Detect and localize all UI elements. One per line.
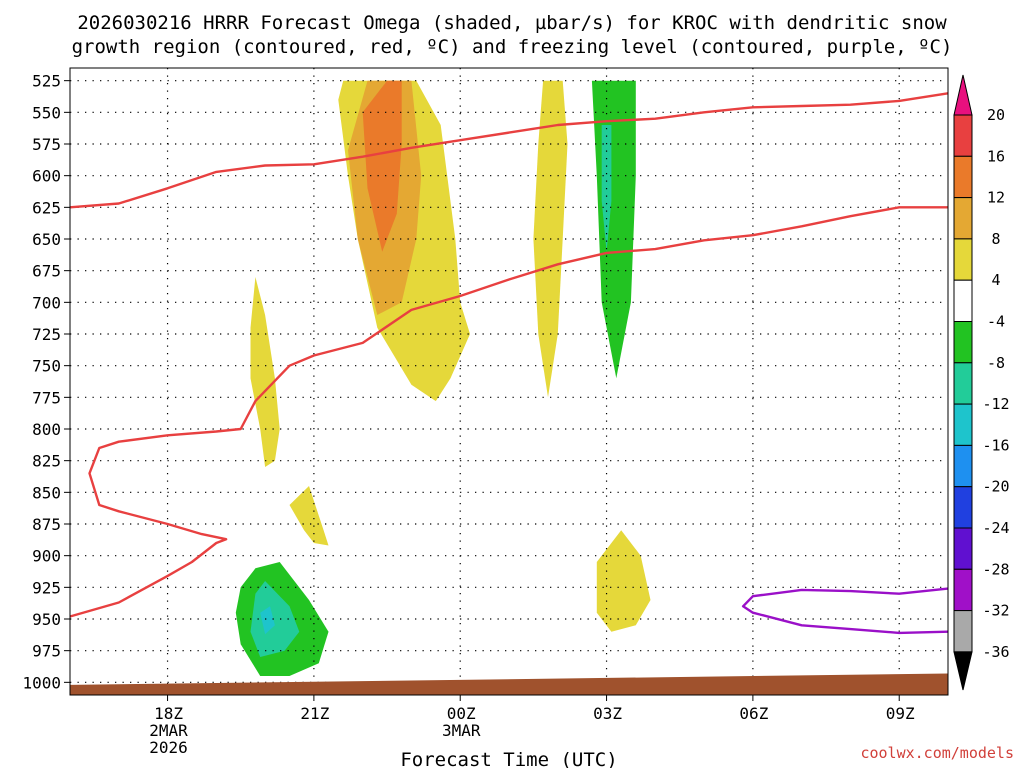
y-tick-label-975: 975: [32, 642, 61, 661]
x-tick-label-3MAR: 3MAR: [442, 721, 481, 740]
colorbar-bin-1: [953, 114, 973, 157]
y-tick-label-875: 875: [32, 515, 61, 534]
freezing-level-contour-0: [741, 587, 949, 635]
y-tick-label-850: 850: [32, 483, 61, 502]
y-tick-label-825: 825: [32, 452, 61, 471]
y-tick-label-575: 575: [32, 135, 61, 154]
x-tick-label-18Z: 18Z: [154, 704, 183, 723]
x-tick-label-21Z: 21Z: [300, 704, 329, 723]
colorbar-label-12: 12: [987, 189, 1005, 207]
colorbar-bin-6: [953, 321, 973, 364]
colorbar-bin-13: [953, 610, 973, 653]
dgz-contour-1: [69, 206, 948, 618]
dgz-contour-0: [69, 92, 949, 209]
y-tick-label-750: 750: [32, 357, 61, 376]
y-tick-label-650: 650: [32, 230, 61, 249]
colorbar-bin-3: [953, 197, 973, 240]
y-tick-label-675: 675: [32, 262, 61, 281]
y-tick-label-1000: 1000: [22, 673, 61, 692]
colorbar-bin-10: [953, 486, 973, 529]
colorbar-label--36: -36: [982, 643, 1009, 661]
colorbar-bin-11: [953, 527, 973, 570]
colorbar-label-16: 16: [987, 147, 1005, 165]
omega-region-11: [260, 606, 275, 635]
colorbar-label--24: -24: [982, 519, 1009, 537]
x-tick-label-03Z: 03Z: [593, 704, 622, 723]
credit-text: coolwx.com/models: [860, 744, 1014, 762]
y-tick-label-600: 600: [32, 167, 61, 186]
colorbar-bin-9: [953, 444, 973, 488]
terrain: [70, 673, 948, 695]
x-tick-label-00Z: 00Z: [447, 704, 476, 723]
y-tick-label-775: 775: [32, 388, 61, 407]
terrain-fill: [70, 673, 948, 695]
x-axis-label: Forecast Time (UTC): [400, 749, 617, 768]
colorbar-label--8: -8: [987, 354, 1005, 372]
colorbar-label--4: -4: [987, 313, 1005, 331]
y-tick-label-625: 625: [32, 198, 61, 217]
omega-region-5: [289, 486, 329, 546]
chart-title-line1: 2026030216 HRRR Forecast Omega (shaded, …: [77, 12, 947, 34]
x-tick-label-2026: 2026: [149, 738, 188, 757]
colorbar-label--28: -28: [982, 560, 1009, 578]
x-tick-label-06Z: 06Z: [739, 704, 768, 723]
x-tick-label-2MAR: 2MAR: [149, 721, 188, 740]
colorbar-label--12: -12: [982, 395, 1009, 413]
y-tick-label-725: 725: [32, 325, 61, 344]
colorbar-label-8: 8: [991, 230, 1000, 248]
colorbar-label--20: -20: [982, 478, 1009, 496]
y-tick-label-900: 900: [32, 547, 61, 566]
omega-region-2: [362, 80, 402, 252]
plot-area: [70, 68, 948, 695]
colorbar-label-4: 4: [991, 271, 1000, 289]
omega-shading: [235, 80, 651, 676]
colorbar-label--32: -32: [982, 602, 1009, 620]
y-tick-label-700: 700: [32, 293, 61, 312]
plot-frame: [69, 67, 949, 696]
colorbar-bin-2: [953, 155, 973, 199]
y-tick-label-950: 950: [32, 610, 61, 629]
colorbar-bin-12: [953, 568, 973, 612]
colorbar-label-20: 20: [987, 106, 1005, 124]
contours: [69, 92, 949, 635]
y-tick-label-800: 800: [32, 420, 61, 439]
y-tick-label-925: 925: [32, 578, 61, 597]
omega-region-10: [250, 581, 300, 657]
omega-region-4: [250, 277, 280, 467]
y-tick-label-550: 550: [32, 103, 61, 122]
y-axis-ticks: 525 550 575 600 625 650 675 700 725 750 775 800 825 8…: [22, 72, 70, 692]
colorbar-bin-7: [953, 362, 973, 405]
colorbar-bin-4: [953, 238, 973, 281]
colorbar-label--16: -16: [982, 436, 1009, 454]
colorbar-bottom-arrow: [953, 651, 973, 691]
colorbar: 20 16 12 8 4 -4 -8 -12 -16 -20 -24 -28 -32 -36: [953, 74, 1010, 691]
y-tick-label-525: 525: [32, 72, 61, 91]
colorbar-bin-8: [953, 403, 973, 446]
x-tick-label-09Z: 09Z: [886, 704, 915, 723]
colorbar-top-arrow: [953, 74, 973, 116]
chart-title-line2: growth region (contoured, red, ºC) and f…: [72, 36, 953, 58]
colorbar-bin-5: [953, 279, 973, 323]
